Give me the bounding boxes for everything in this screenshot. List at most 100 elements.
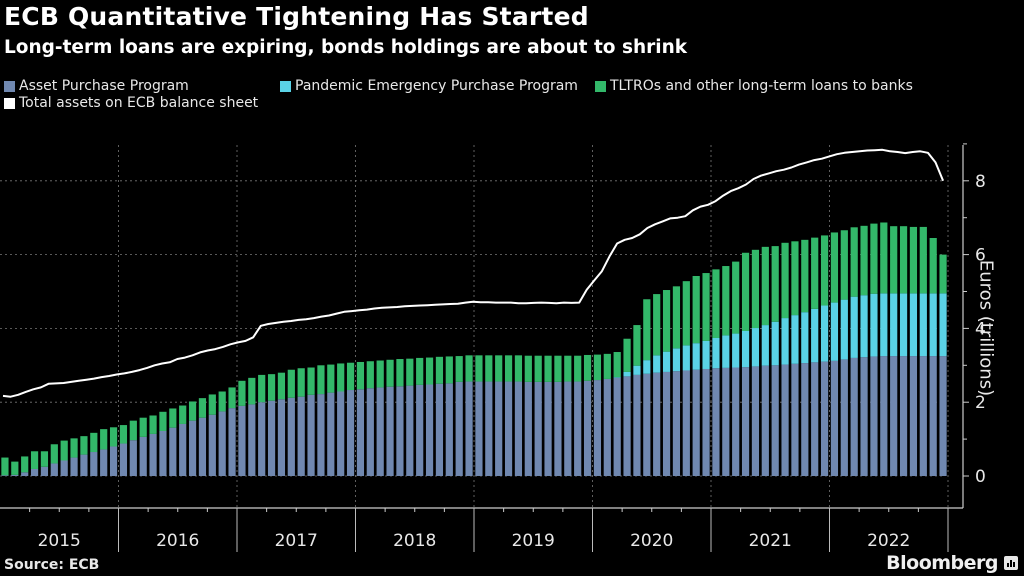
bar-app: [633, 374, 641, 476]
bar-app: [188, 420, 197, 476]
bar-tltro: [287, 369, 295, 398]
bar-tltro: [149, 415, 157, 434]
bar-app: [593, 380, 602, 476]
bar-tltro: [119, 425, 128, 444]
bar-pepp: [860, 295, 868, 358]
x-tick-label: 2021: [749, 531, 792, 551]
bar-app: [534, 381, 542, 476]
bar-app: [60, 460, 68, 476]
legend-swatch-app: [4, 80, 15, 92]
x-tick-label: 2018: [393, 531, 436, 551]
legend-swatch-tltro: [595, 80, 606, 92]
bar-tltro: [623, 338, 631, 372]
bar-app: [248, 404, 256, 476]
bar-app: [1, 475, 9, 476]
bar-tltro: [761, 246, 769, 326]
bar-tltro: [860, 225, 868, 296]
bar-pepp: [623, 371, 631, 377]
bar-tltro: [613, 352, 621, 378]
bar-tltro: [939, 254, 947, 294]
bar-tltro: [90, 432, 98, 453]
bar-pepp: [899, 293, 908, 357]
bar-tltro: [811, 237, 819, 309]
bar-app: [119, 443, 128, 476]
bar-app: [919, 356, 927, 476]
bar-tltro: [751, 249, 760, 329]
bar-app: [208, 414, 216, 476]
legend-label-pepp: Pandemic Emergency Purchase Program: [295, 78, 578, 94]
chart-subtitle: Long-term loans are expiring, bonds hold…: [4, 37, 688, 58]
bar-tltro: [277, 372, 286, 400]
bar-series: [1, 222, 947, 476]
bar-tltro: [504, 355, 513, 382]
bar-app: [504, 381, 513, 476]
bar-tltro: [672, 286, 681, 349]
bar-app: [880, 356, 888, 476]
bar-tltro: [366, 361, 374, 389]
bar-app: [267, 400, 276, 476]
bar-tltro: [830, 232, 839, 303]
x-tick-label: 2017: [275, 531, 318, 551]
bar-app: [90, 452, 98, 476]
y-tick-label: 4: [975, 319, 986, 339]
bar-tltro: [179, 405, 187, 424]
bar-pepp: [732, 333, 740, 368]
bar-tltro: [30, 451, 39, 469]
bar-app: [771, 365, 779, 476]
legend-label-app: Asset Purchase Program: [19, 78, 189, 94]
total-assets-line: [2, 148, 945, 398]
bar-tltro: [840, 230, 848, 300]
x-tick-label: 2020: [630, 531, 673, 551]
bar-app: [277, 399, 286, 476]
bar-tltro: [722, 266, 730, 336]
y-tick-label: 8: [975, 172, 986, 192]
bar-tltro: [159, 411, 167, 431]
bar-tltro: [416, 357, 424, 385]
bar-app: [860, 357, 868, 476]
bar-tltro: [653, 294, 661, 356]
bar-app: [139, 436, 147, 476]
bar-pepp: [820, 305, 829, 362]
bar-app: [149, 433, 157, 476]
bar-app: [702, 368, 710, 476]
bar-app: [761, 365, 769, 476]
bar-pepp: [712, 337, 720, 369]
y-axis-label: Euros (trillions): [975, 259, 997, 397]
bar-app: [741, 367, 750, 476]
bar-app: [425, 384, 434, 476]
bar-pepp: [840, 299, 848, 360]
bar-tltro: [228, 387, 236, 409]
bar-app: [366, 388, 374, 476]
bar-pepp: [633, 365, 641, 375]
bar-app: [445, 383, 453, 476]
brand-name: Bloomberg: [886, 552, 998, 574]
bar-app: [574, 381, 582, 476]
legend-label-total: Total assets on ECB balance sheet: [19, 95, 259, 111]
bar-pepp: [939, 293, 947, 357]
bar-app: [307, 394, 315, 476]
source-note: Source: ECB: [4, 557, 100, 573]
bar-tltro: [188, 401, 197, 421]
bar-app: [386, 386, 394, 476]
bar-tltro: [445, 356, 453, 384]
bar-pepp: [692, 343, 700, 370]
bar-app: [228, 408, 236, 476]
bar-tltro: [890, 226, 898, 294]
bar-tltro: [801, 239, 809, 313]
x-tick-label: 2019: [512, 531, 555, 551]
bar-app: [159, 430, 167, 476]
bar-pepp: [722, 335, 730, 368]
bar-tltro: [554, 355, 562, 382]
bar-tltro: [633, 325, 641, 366]
bar-app: [495, 381, 503, 476]
bar-tltro: [169, 408, 177, 428]
bloomberg-logo: Bloomberg: [886, 552, 1018, 574]
bar-app: [11, 474, 19, 476]
legend-item-total: Total assets on ECB balance sheet: [4, 95, 258, 111]
bar-app: [465, 381, 473, 476]
bar-app: [682, 370, 690, 476]
bar-tltro: [465, 355, 473, 382]
bar-pepp: [880, 293, 888, 357]
bar-app: [850, 357, 858, 476]
legend-item-app: Asset Purchase Program: [4, 78, 189, 94]
